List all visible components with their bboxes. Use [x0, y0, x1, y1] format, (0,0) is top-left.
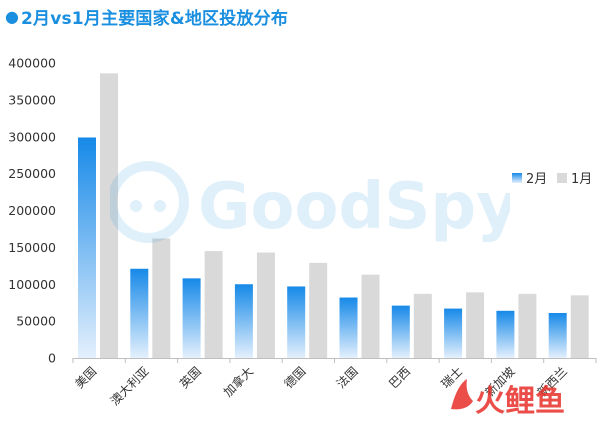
y-tick-label: 0 — [48, 351, 56, 366]
x-category-label: 加拿大 — [220, 364, 256, 400]
bar-feb — [444, 308, 463, 358]
x-category-label: 新加坡 — [482, 364, 518, 400]
bar-jan — [100, 73, 118, 358]
title-text: 2月vs1月主要国家&地区投放分布 — [20, 8, 289, 29]
x-category-label: 巴西 — [386, 364, 413, 391]
x-category-label: 法国 — [334, 364, 361, 391]
legend-swatch-jan — [557, 173, 567, 183]
y-tick-label: 350000 — [8, 92, 56, 107]
y-tick-label: 300000 — [8, 129, 56, 144]
legend-label-feb: 2月 — [526, 172, 547, 187]
bar-jan — [204, 251, 223, 358]
bar-feb — [496, 310, 515, 358]
x-category-label: 瑞士 — [438, 364, 465, 391]
bar-feb — [287, 286, 306, 358]
bar-jan — [361, 274, 380, 358]
x-category-label: 德国 — [281, 364, 309, 392]
bar-feb — [130, 268, 149, 358]
bar-feb — [548, 313, 567, 358]
x-axis-tick-marks — [72, 358, 597, 363]
y-tick-label: 400000 — [8, 56, 56, 71]
legend-swatch-feb — [512, 173, 522, 183]
bar-jan — [256, 252, 275, 358]
x-category-label: 澳大利亚 — [108, 364, 152, 408]
bar-jan — [466, 292, 485, 358]
x-axis-category-labels: 美国 澳大利亚 英国 加拿大 德国 法国 巴西 瑞士 新加坡 新西兰 — [72, 364, 570, 409]
y-tick-label: 100000 — [8, 277, 56, 292]
y-axis-tick-labels: 0 50000 100000 150000 200000 250000 300000 3500… — [8, 56, 56, 366]
title-bullet: ● — [5, 6, 19, 26]
bar-jan — [413, 293, 432, 358]
legend-label-jan: 1月 — [571, 172, 592, 187]
y-tick-label: 250000 — [8, 166, 56, 181]
x-category-label: 新西兰 — [534, 364, 570, 400]
bar-feb — [78, 137, 96, 358]
bar-jan — [518, 293, 537, 358]
bar-jan — [309, 262, 328, 358]
x-category-label: 英国 — [177, 364, 204, 391]
bar-jan — [152, 238, 171, 358]
y-tick-label: 50000 — [16, 314, 56, 329]
bar-feb — [391, 305, 410, 358]
bar-feb — [339, 297, 358, 358]
bar-jan — [570, 295, 589, 358]
bar-feb — [182, 278, 201, 358]
bars — [78, 73, 589, 358]
chart-title: ● 2月vs1月主要国家&地区投放分布 — [5, 3, 288, 29]
legend: 2月 1月 — [512, 172, 592, 187]
y-tick-label: 150000 — [8, 240, 56, 255]
bar-feb — [234, 284, 253, 358]
x-category-label: 美国 — [72, 364, 99, 391]
y-tick-label: 200000 — [8, 203, 56, 218]
